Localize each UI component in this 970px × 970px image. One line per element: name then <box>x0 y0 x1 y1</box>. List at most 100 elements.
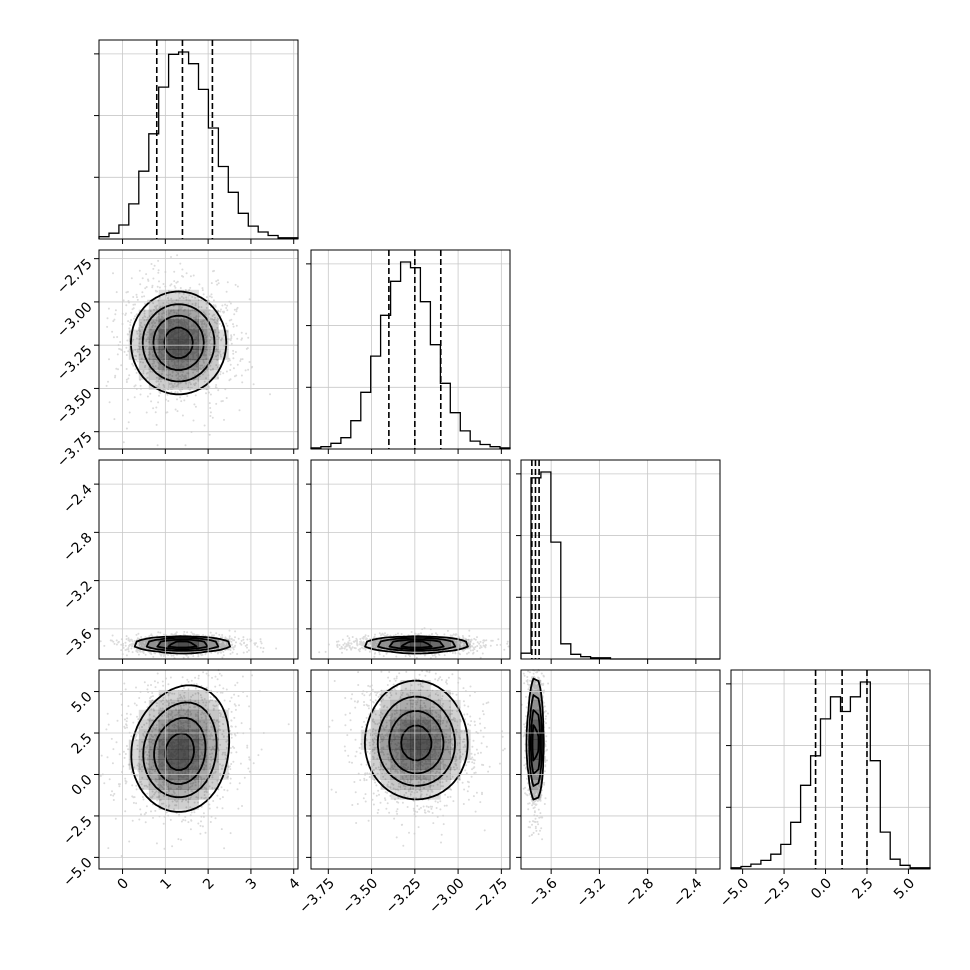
density-cell <box>138 369 150 380</box>
density-cell <box>138 719 150 731</box>
panel-frame <box>310 459 511 660</box>
density-cell <box>168 379 179 390</box>
density-cell <box>198 749 209 760</box>
density-cell <box>178 689 189 701</box>
density-cell <box>188 699 199 711</box>
density-cell <box>188 339 199 350</box>
density-cell <box>531 719 542 731</box>
panel-1-0 <box>98 249 299 450</box>
density-cell <box>168 639 179 650</box>
density-cell <box>440 639 451 650</box>
density-cell <box>420 709 431 721</box>
x-tick-label: 0.0 <box>808 875 835 902</box>
density-cell <box>198 739 209 750</box>
density-cell <box>380 729 391 740</box>
density-cell <box>178 739 189 750</box>
density-cell <box>400 729 411 740</box>
y-tick-label: −2.4 <box>60 481 95 516</box>
panel-3-1 <box>310 669 511 870</box>
x-tick-label: −3.50 <box>340 875 382 917</box>
density-cell <box>178 309 189 320</box>
density-cell <box>168 729 179 740</box>
density-cell <box>531 739 542 750</box>
density-cell <box>370 729 381 740</box>
contour-level-0 <box>525 677 545 801</box>
density-cell <box>450 639 461 650</box>
density-cell <box>218 639 229 650</box>
density-cell <box>430 729 441 740</box>
density-cell <box>188 299 199 311</box>
density-cell <box>380 689 391 701</box>
density-cell <box>128 339 140 350</box>
contour-level-2 <box>152 314 205 371</box>
density-cell <box>178 349 189 360</box>
density-cell <box>218 739 229 750</box>
density-cell <box>410 759 421 770</box>
density-cell <box>208 739 219 750</box>
density-cell <box>168 369 179 380</box>
density-cell <box>158 749 169 760</box>
density-cell <box>148 699 160 711</box>
density-cell <box>410 789 421 800</box>
x-tick-label: −3.2 <box>574 875 609 910</box>
density-cell <box>128 739 140 750</box>
density-cell <box>410 699 421 711</box>
density-cell <box>188 309 199 320</box>
contour-level-1 <box>528 694 543 787</box>
density-cell <box>440 779 451 790</box>
density-cell <box>168 749 179 760</box>
density-cell <box>208 749 219 760</box>
density-cell <box>168 709 179 721</box>
density-cell <box>188 799 199 810</box>
histogram-3 <box>726 669 931 870</box>
contour-level-0 <box>130 290 228 396</box>
density-cell <box>420 680 431 691</box>
contour-level-2 <box>156 638 209 651</box>
density-cell <box>188 689 199 701</box>
density-cell <box>400 759 411 770</box>
density-cell <box>128 349 140 360</box>
x-tick-label: 2 <box>200 875 218 893</box>
y-tick-label: −3.00 <box>54 299 96 341</box>
density-cell <box>531 689 542 701</box>
density-cell <box>370 709 381 721</box>
density-cell <box>178 729 189 740</box>
y-tick-label: 5.0 <box>69 689 96 716</box>
density-cell <box>380 779 391 790</box>
density-cell <box>158 739 169 750</box>
histogram-2 <box>516 459 721 660</box>
y-tick-label: −3.50 <box>54 386 96 428</box>
density-cell <box>531 699 542 711</box>
histogram-0 <box>94 39 299 240</box>
density-cell <box>450 749 461 760</box>
density-cell <box>158 379 169 390</box>
y-tick-label: −5.0 <box>60 855 95 890</box>
density-cell <box>188 319 199 330</box>
density-cell <box>460 739 471 750</box>
density-cell <box>390 639 401 650</box>
density-cell <box>168 289 179 301</box>
density-cell <box>208 779 219 790</box>
density-cell <box>390 689 401 701</box>
density-cell <box>168 759 179 770</box>
contour-level-3 <box>400 640 433 649</box>
panel-background <box>521 460 720 659</box>
density-cell <box>390 719 401 731</box>
panel-frame <box>310 669 511 870</box>
density-cell <box>390 729 401 740</box>
density-cell <box>218 759 229 770</box>
density-cell <box>430 709 441 721</box>
density-cell <box>410 729 421 740</box>
density-cell <box>370 759 381 770</box>
density-cell <box>460 749 471 760</box>
density-cell <box>208 729 219 740</box>
y-tick-label: −3.6 <box>60 626 95 661</box>
density-cell <box>410 680 421 691</box>
density-cell <box>158 299 169 311</box>
density-cell <box>168 319 179 330</box>
density-cell <box>218 719 229 731</box>
x-tick-label: −3.25 <box>383 875 425 917</box>
y-tick-label: −2.8 <box>60 530 95 565</box>
panel-frame <box>520 669 721 870</box>
